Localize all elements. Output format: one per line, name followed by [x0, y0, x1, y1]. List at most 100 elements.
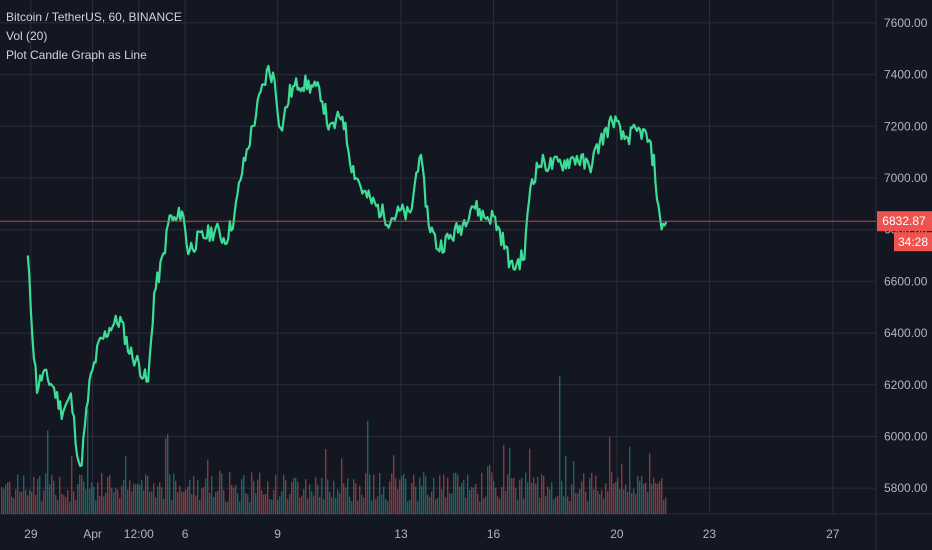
volume-bar	[189, 479, 191, 514]
volume-bar	[455, 472, 457, 514]
volume-bar	[373, 474, 375, 514]
volume-bar	[477, 493, 479, 514]
volume-bar	[403, 473, 405, 514]
volume-bar	[241, 479, 243, 514]
volume-bar	[583, 473, 585, 514]
volume-bar	[585, 491, 587, 514]
volume-bar	[535, 483, 537, 514]
volume-bar	[307, 498, 309, 514]
volume-bar	[81, 475, 83, 514]
volume-bar	[65, 497, 67, 514]
volume-bar	[187, 486, 189, 514]
volume-bar	[517, 499, 519, 514]
volume-bar	[497, 496, 499, 514]
volume-bar	[155, 497, 157, 514]
volume-bar	[253, 480, 255, 514]
volume-bar	[431, 491, 433, 514]
volume-bar	[43, 490, 45, 514]
volume-bar	[125, 456, 127, 514]
volume-bar	[619, 489, 621, 514]
volume-bar	[231, 485, 233, 514]
volume-bar	[31, 492, 33, 514]
volume-bar	[615, 481, 617, 514]
volume-bar	[169, 474, 171, 514]
volume-bar	[597, 490, 599, 514]
volume-bar	[49, 484, 51, 514]
volume-bar	[565, 456, 567, 514]
volume-bar	[193, 476, 195, 514]
volume-bar	[513, 478, 515, 514]
volume-bar	[617, 477, 619, 514]
volume-bar	[177, 492, 179, 514]
volume-bar	[137, 483, 139, 514]
volume-bar	[409, 499, 411, 514]
x-tick-label: 27	[826, 527, 840, 541]
x-tick-label: 20	[610, 527, 624, 541]
volume-bar	[539, 497, 541, 514]
volume-bar	[415, 486, 417, 514]
volume-bar	[75, 499, 77, 514]
volume-bar	[113, 492, 115, 514]
volume-bar	[579, 488, 581, 514]
volume-bar	[655, 483, 657, 514]
volume-bar	[319, 496, 321, 514]
volume-bar	[475, 484, 477, 514]
volume-bar	[525, 472, 527, 514]
y-tick-label: 6400.00	[884, 326, 928, 340]
volume-bar	[659, 481, 661, 514]
volume-bar	[627, 491, 629, 514]
volume-bar	[201, 488, 203, 514]
volume-bar	[645, 482, 647, 514]
volume-bar	[145, 474, 147, 514]
volume-bar	[309, 484, 311, 514]
volume-bar	[551, 482, 553, 514]
volume-bar	[67, 489, 69, 514]
volume-bar	[337, 489, 339, 514]
volume-bar	[271, 499, 273, 514]
volume-bar	[111, 487, 113, 514]
volume-bar	[93, 486, 95, 514]
volume-bar	[11, 496, 13, 514]
volume-bar	[179, 486, 181, 514]
symbol-title[interactable]: Bitcoin / TetherUS, 60, BINANCE	[6, 10, 182, 24]
volume-bar	[563, 496, 565, 514]
volume-bar	[35, 494, 37, 514]
volume-bar	[257, 479, 259, 514]
volume-bar	[449, 493, 451, 514]
volume-bar	[219, 470, 221, 514]
volume-bar	[427, 494, 429, 514]
volume-bar	[117, 489, 119, 514]
price-line-series[interactable]	[26, 64, 668, 468]
volume-bar	[185, 489, 187, 514]
volume-bar	[371, 500, 373, 514]
volume-bar	[159, 482, 161, 514]
volume-bar	[591, 472, 593, 514]
y-tick-label: 7600.00	[884, 16, 928, 30]
volume-bar	[153, 483, 155, 514]
volume-bar	[51, 475, 53, 514]
volume-bar	[213, 496, 215, 514]
volume-bar	[413, 474, 415, 514]
volume-bar	[543, 476, 545, 514]
volume-indicator-label[interactable]: Vol (20)	[6, 29, 48, 43]
volume-bar	[129, 480, 131, 514]
volume-bar	[363, 497, 365, 514]
volume-bar	[663, 499, 665, 514]
study-label[interactable]: Plot Candle Graph as Line	[6, 48, 147, 62]
volume-bar	[345, 487, 347, 514]
volume-bar	[463, 480, 465, 514]
volume-bar	[211, 475, 213, 514]
volume-bar	[131, 491, 133, 514]
volume-bar	[123, 480, 125, 514]
volume-bar	[351, 501, 353, 514]
volume-bar	[229, 472, 231, 514]
volume-bar	[447, 477, 449, 514]
volume-bar	[529, 448, 531, 514]
volume-bar	[17, 474, 19, 514]
volume-bar	[255, 493, 257, 514]
volume-bar	[665, 497, 667, 514]
volume-bar	[305, 479, 307, 514]
volume-bar	[1, 487, 3, 514]
volume-bar	[335, 497, 337, 514]
